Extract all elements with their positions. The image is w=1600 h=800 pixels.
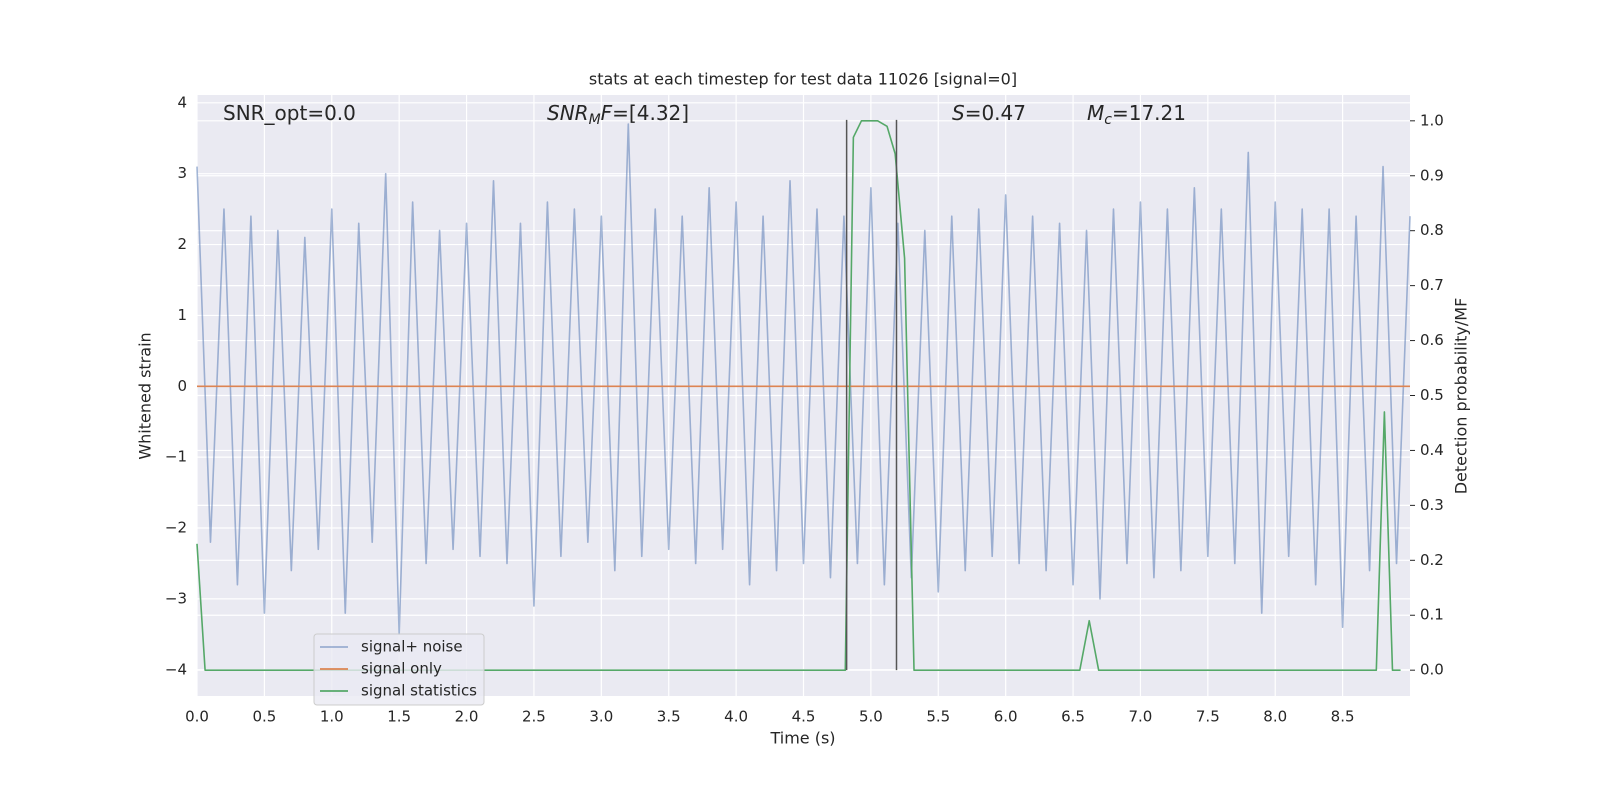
y2-tick-label: 0.5	[1420, 386, 1444, 404]
x-tick-label: 3.0	[589, 708, 613, 726]
legend-label: signal+ noise	[361, 638, 463, 656]
y2-tick-label: 0.2	[1420, 551, 1444, 569]
annotation-part: =[4.32]	[612, 101, 689, 125]
y2-tick-label: 0.0	[1420, 661, 1444, 679]
y-tick-label: 2	[177, 235, 187, 253]
y2-tick-label: 0.4	[1420, 441, 1444, 459]
y-tick-label: −4	[165, 660, 187, 678]
y2-axis-label: Detection probability/MF	[1452, 298, 1471, 495]
y2-tick-label: 1.0	[1420, 111, 1444, 129]
x-tick-label: 0.0	[185, 708, 209, 726]
x-tick-label: 1.5	[387, 708, 411, 726]
x-tick-label: 4.0	[724, 708, 748, 726]
legend-label: signal only	[361, 660, 442, 678]
y2-tick-label: 0.6	[1420, 331, 1444, 349]
legend-label: signal statistics	[361, 682, 477, 700]
x-tick-label: 2.0	[455, 708, 479, 726]
x-tick-label: 8.5	[1331, 708, 1355, 726]
y-axis-label: Whitened strain	[136, 332, 155, 459]
x-tick-label: 0.5	[252, 708, 276, 726]
chart-title: stats at each timestep for test data 110…	[589, 70, 1017, 89]
y2-tick-label: 0.1	[1420, 606, 1444, 624]
x-tick-label: 7.5	[1196, 708, 1220, 726]
annotation-part: =0.47	[965, 101, 1026, 125]
annotation-part: =17.21	[1112, 101, 1186, 125]
y-tick-label: −1	[165, 448, 187, 466]
x-tick-label: 5.0	[859, 708, 883, 726]
x-tick-label: 4.5	[792, 708, 816, 726]
annotation: SNR_opt=0.0	[223, 101, 356, 125]
annotation-part: M	[1087, 101, 1104, 125]
series-line	[196, 120, 1401, 671]
x-tick-label: 8.0	[1263, 708, 1287, 726]
y2-tick-label: 0.9	[1420, 166, 1444, 184]
y2-tick-label: 0.3	[1420, 496, 1444, 514]
x-tick-label: 1.0	[320, 708, 344, 726]
annotation-part: SNR	[547, 101, 589, 125]
annotation: S=0.47	[952, 101, 1026, 125]
annotation-part: M	[589, 112, 601, 128]
x-tick-label: 5.5	[926, 708, 950, 726]
annotation: SNRMF=[4.32]	[547, 101, 689, 129]
annotation-part: S	[952, 101, 965, 125]
annotation-part: c	[1104, 112, 1112, 128]
annotation-part: SNR_opt=0.0	[223, 101, 356, 125]
x-tick-label: 7.0	[1129, 708, 1153, 726]
annotation: Mc=17.21	[1087, 101, 1186, 129]
legend-box	[313, 633, 485, 706]
y-tick-label: −3	[165, 589, 187, 607]
x-axis-label: Time (s)	[769, 729, 835, 748]
x-tick-label: 6.0	[994, 708, 1018, 726]
y-tick-label: 3	[177, 164, 187, 182]
y2-tick-label: 0.7	[1420, 276, 1444, 294]
x-tick-label: 6.5	[1061, 708, 1085, 726]
x-tick-label: 2.5	[522, 708, 546, 726]
y-tick-label: −2	[165, 519, 187, 537]
y-tick-label: 0	[177, 377, 187, 395]
annotation-part: F	[601, 101, 613, 125]
y-tick-label: 1	[177, 306, 187, 324]
x-tick-label: 3.5	[657, 708, 681, 726]
y2-tick-label: 0.8	[1420, 221, 1444, 239]
y-tick-label: 4	[177, 93, 187, 111]
